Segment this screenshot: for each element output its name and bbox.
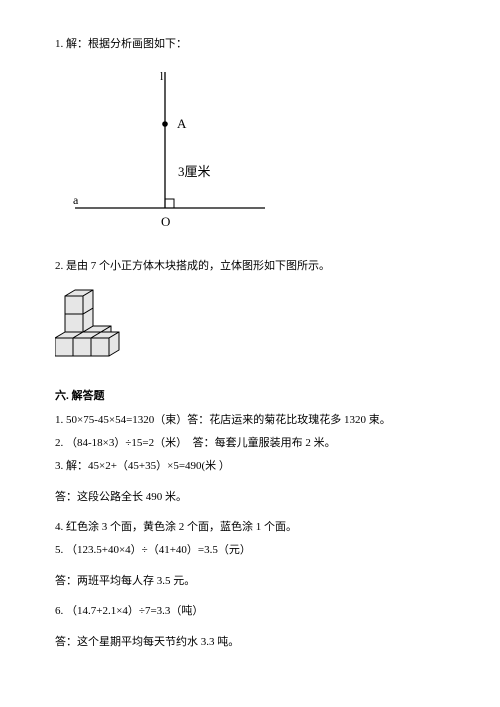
answer-2: 2. （84-18×3）÷15=2（米） 答：每套儿童服装用布 2 米。 — [55, 434, 445, 453]
answer-5-final: 答：两班平均每人存 3.5 元。 — [55, 572, 445, 591]
section-six-title: 六. 解答题 — [55, 387, 445, 406]
q1-text: 1. 解：根据分析画图如下： — [55, 35, 445, 54]
answer-5: 5. （123.5+40×4）÷（41+40）=3.5（元） — [55, 541, 445, 560]
answer-6-final: 答：这个星期平均每天节约水 3.3 吨。 — [55, 633, 445, 652]
label-3cm: 3厘米 — [178, 164, 211, 179]
label-l: l — [160, 69, 164, 83]
figure-2-container — [55, 286, 445, 373]
cubes-diagram — [55, 286, 140, 366]
label-a: a — [73, 193, 79, 207]
figure-1-container: l A 3厘米 a O — [65, 66, 445, 248]
answer-3-final: 答：这段公路全长 490 米。 — [55, 488, 445, 507]
answer-1: 1. 50×75-45×54=1320（束）答：花店运来的菊花比玫瑰花多 132… — [55, 411, 445, 430]
q2-text: 2. 是由 7 个小正方体木块搭成的，立体图形如下图所示。 — [55, 257, 445, 276]
label-O: O — [161, 214, 170, 229]
perpendicular-diagram: l A 3厘米 a O — [65, 66, 285, 241]
answer-6: 6. （14.7+2.1×4）÷7=3.3（吨） — [55, 602, 445, 621]
label-A: A — [177, 116, 187, 131]
answer-3: 3. 解：45×2+（45+35）×5=490(米 ） — [55, 457, 445, 476]
answer-4: 4. 红色涂 3 个面，黄色涂 2 个面，蓝色涂 1 个面。 — [55, 518, 445, 537]
